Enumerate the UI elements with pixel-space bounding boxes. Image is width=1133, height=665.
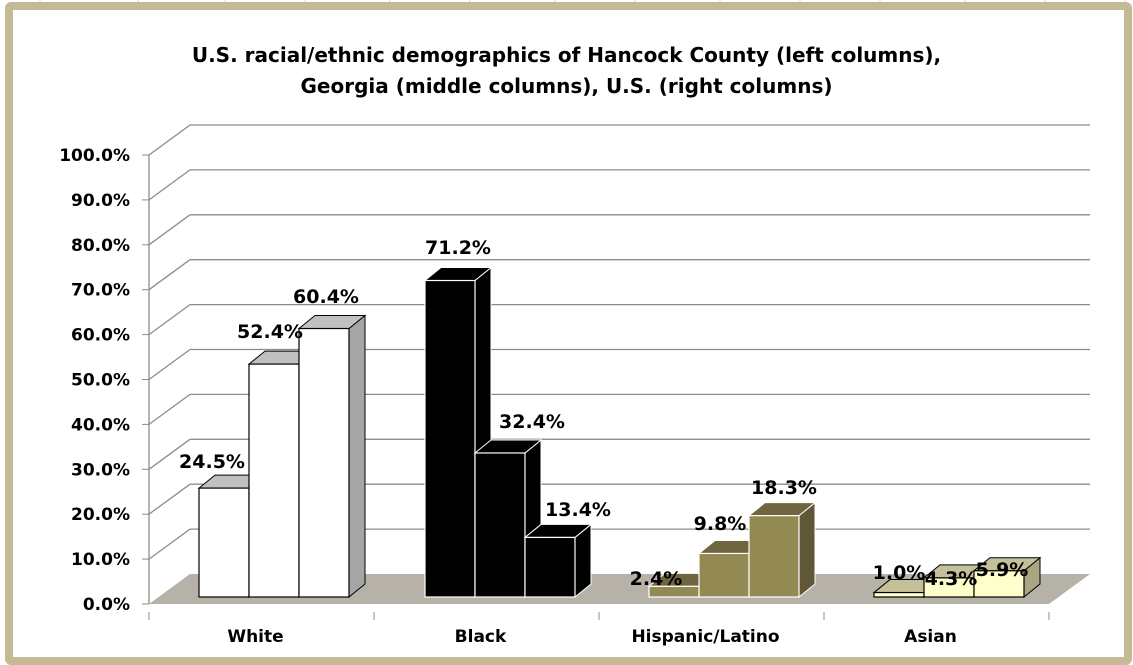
data-label: 52.4% xyxy=(237,321,303,343)
data-label: 24.5% xyxy=(179,451,245,473)
category-group-white xyxy=(197,314,367,599)
data-label: 60.4% xyxy=(293,286,359,308)
category-group-hispanic-latino xyxy=(647,501,817,599)
bar[interactable] xyxy=(972,556,1042,599)
bar[interactable] xyxy=(523,523,593,599)
x-category-label: Asian xyxy=(904,627,957,647)
y-tick-label: 0.0% xyxy=(83,595,130,615)
bar[interactable] xyxy=(747,501,817,599)
category-group-black xyxy=(423,266,593,599)
x-category-label: Hispanic/Latino xyxy=(631,627,779,647)
category-group-asian xyxy=(872,556,1042,599)
x-category-label: White xyxy=(227,627,283,647)
data-label: 2.4% xyxy=(630,568,683,590)
data-label: 4.3% xyxy=(925,568,978,590)
data-label: 18.3% xyxy=(751,477,817,499)
bar[interactable] xyxy=(297,314,367,599)
chart-title: U.S. racial/ethnic demographics of Hanco… xyxy=(0,40,1133,102)
y-tick-label: 80.0% xyxy=(71,236,130,256)
y-tick-label: 30.0% xyxy=(71,460,130,480)
data-label: 1.0% xyxy=(873,562,926,584)
chart-title-line-2: Georgia (middle columns), U.S. (right co… xyxy=(300,74,833,98)
chart-floor xyxy=(149,574,1090,604)
data-label: 9.8% xyxy=(694,513,747,535)
y-tick-label: 40.0% xyxy=(71,415,130,435)
data-label: 32.4% xyxy=(499,411,565,433)
y-tick-label: 50.0% xyxy=(71,371,130,391)
chart-title-line-1: U.S. racial/ethnic demographics of Hanco… xyxy=(191,43,942,67)
y-tick-label: 20.0% xyxy=(71,505,130,525)
y-tick-label: 90.0% xyxy=(71,191,130,211)
y-tick-label: 70.0% xyxy=(71,281,130,301)
data-label: 13.4% xyxy=(545,499,611,521)
y-tick-label: 10.0% xyxy=(71,550,130,570)
data-label: 5.9% xyxy=(976,559,1029,581)
x-category-label: Black xyxy=(455,627,507,647)
data-label: 71.2% xyxy=(425,237,491,259)
y-tick-label: 100.0% xyxy=(59,146,130,166)
y-tick-label: 60.0% xyxy=(71,326,130,346)
